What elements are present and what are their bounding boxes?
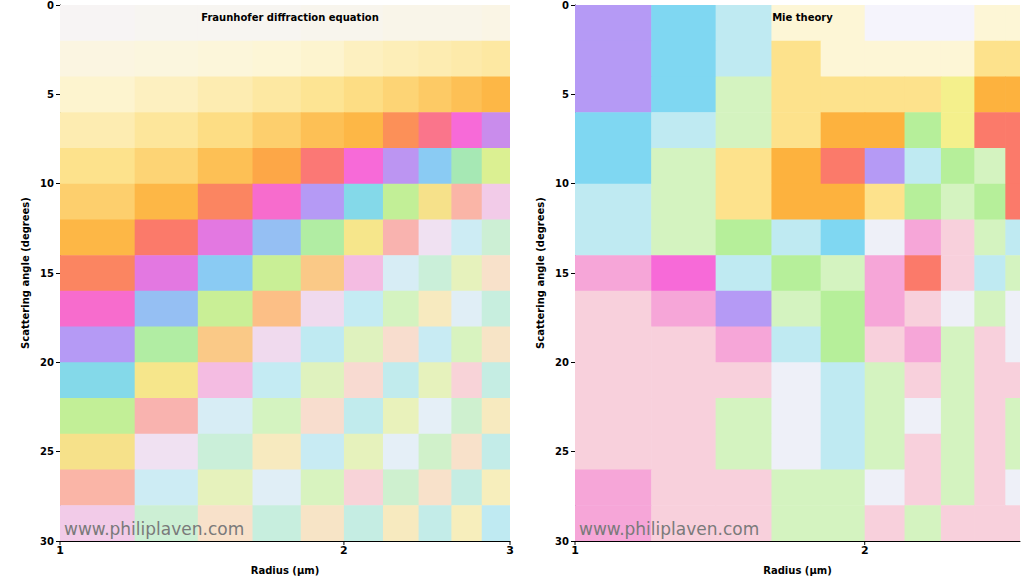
svg-text:3: 3 [506,544,514,557]
svg-text:5: 5 [47,89,54,100]
svg-text:30: 30 [555,536,569,547]
svg-text:0: 0 [47,0,54,11]
svg-text:1: 1 [571,544,579,557]
svg-text:2: 2 [861,544,869,557]
svg-text:5: 5 [562,89,569,100]
svg-text:2: 2 [340,544,348,557]
svg-text:Scattering angle (degrees): Scattering angle (degrees) [20,197,31,349]
svg-text:25: 25 [555,446,569,457]
svg-text:www.philiplaven.com: www.philiplaven.com [579,519,759,539]
svg-text:Radius (µm): Radius (µm) [763,565,832,576]
svg-text:10: 10 [555,178,569,189]
svg-text:30: 30 [40,536,54,547]
svg-text:www.philiplaven.com: www.philiplaven.com [64,519,244,539]
svg-text:1: 1 [56,544,64,557]
svg-text:0: 0 [562,0,569,11]
svg-text:15: 15 [555,268,569,279]
svg-text:Scattering angle (degrees): Scattering angle (degrees) [535,197,546,349]
svg-text:20: 20 [40,357,54,368]
svg-text:15: 15 [40,268,54,279]
svg-text:Fraunhofer diffraction equatio: Fraunhofer diffraction equation [201,12,379,23]
svg-text:20: 20 [555,357,569,368]
svg-text:Radius (µm): Radius (µm) [251,565,320,576]
svg-text:25: 25 [40,446,54,457]
svg-text:10: 10 [40,178,54,189]
svg-text:Mie theory: Mie theory [772,12,833,23]
